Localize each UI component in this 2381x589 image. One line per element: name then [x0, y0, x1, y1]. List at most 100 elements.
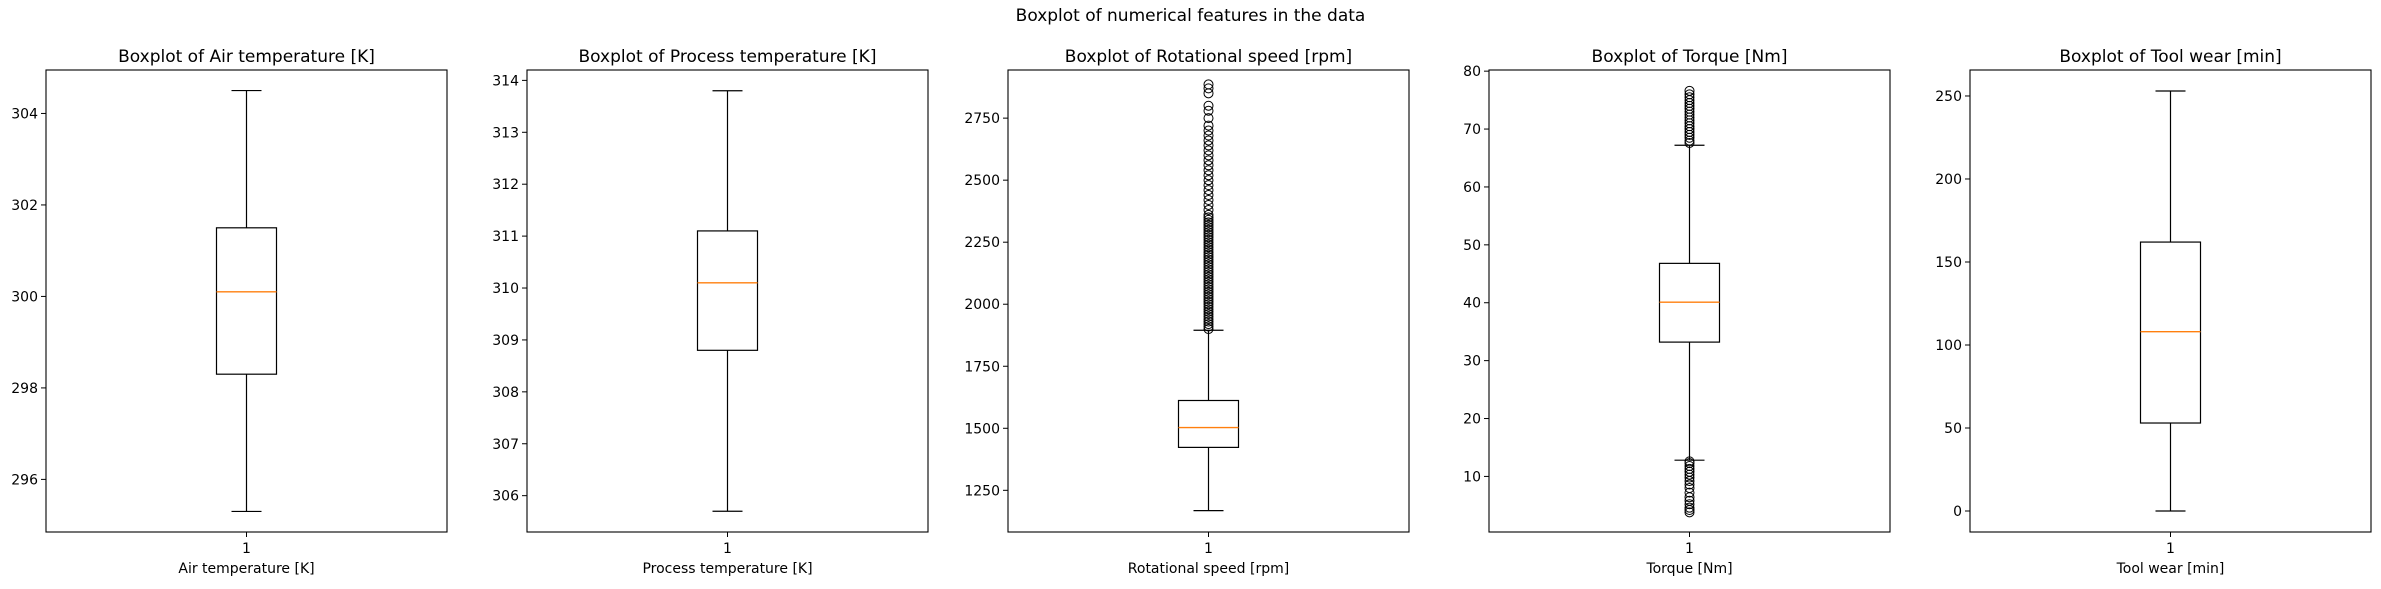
- y-tick-label: 50: [1463, 238, 1481, 254]
- y-tick-label: 296: [11, 472, 38, 488]
- outlier-point: [1684, 461, 1695, 471]
- axes-frame: [526, 69, 929, 533]
- outlier-point: [1203, 281, 1214, 292]
- outlier-point: [1203, 276, 1214, 287]
- outlier-point: [1203, 113, 1214, 124]
- outlier-point: [1203, 232, 1214, 243]
- outlier-point: [1203, 279, 1214, 290]
- outlier-point: [1684, 487, 1695, 498]
- y-tick-label: 150: [1935, 255, 1962, 271]
- outlier-point: [1203, 309, 1214, 320]
- outlier-point: [1203, 264, 1214, 275]
- outlier-point: [1203, 286, 1214, 297]
- outlier-point: [1684, 502, 1695, 513]
- outlier-point: [1203, 247, 1214, 258]
- outlier-point: [1203, 289, 1214, 300]
- outlier-point: [1684, 495, 1695, 506]
- subplot-title: Boxplot of Process temperature [K]: [579, 47, 877, 67]
- y-tick-label: 313: [492, 125, 519, 141]
- outlier-point: [1684, 507, 1695, 518]
- y-tick-label: 2750: [964, 111, 1000, 127]
- outlier-point: [1684, 92, 1695, 103]
- x-axis-label: Air temperature [K]: [178, 561, 314, 577]
- outlier-point: [1203, 100, 1214, 111]
- outlier-point: [1203, 237, 1214, 248]
- outlier-point: [1203, 165, 1214, 176]
- y-tick-label: 250: [1935, 89, 1962, 105]
- outlier-point: [1203, 224, 1214, 235]
- y-tick-label: 60: [1463, 180, 1481, 196]
- y-tick-label: 80: [1463, 64, 1481, 80]
- outlier-point: [1203, 199, 1214, 210]
- outlier-point: [1203, 150, 1214, 161]
- subplot-title: Boxplot of Rotational speed [rpm]: [1065, 47, 1352, 67]
- outlier-point: [1203, 175, 1214, 186]
- x-tick-label: 1: [242, 541, 251, 557]
- y-tick-label: 312: [492, 177, 519, 193]
- y-tick-label: 309: [492, 333, 519, 349]
- outlier-point: [1203, 79, 1214, 90]
- outlier-point: [1684, 483, 1695, 493]
- outlier-point: [1684, 479, 1695, 490]
- outlier-point: [1203, 140, 1214, 151]
- outlier-point: [1203, 316, 1214, 327]
- outlier-point: [1203, 180, 1214, 191]
- outlier-point: [1203, 217, 1214, 228]
- subplot-2: Boxplot of Process temperature [K] 306 307…: [492, 47, 929, 577]
- y-tick-label: 2250: [964, 235, 1000, 251]
- x-axis-label: Torque [Nm]: [1645, 561, 1732, 577]
- y-tick-label: 10: [1463, 469, 1481, 485]
- outlier-point: [1203, 314, 1214, 325]
- outlier-point: [1203, 185, 1214, 196]
- outlier-point: [1203, 227, 1214, 238]
- outlier-point: [1684, 499, 1695, 510]
- outlier-point: [1203, 105, 1214, 116]
- x-tick-label: 1: [2166, 541, 2175, 557]
- outlier-point: [1203, 170, 1214, 181]
- outlier-point: [1203, 130, 1214, 141]
- y-tick-label: 40: [1463, 296, 1481, 312]
- outlier-point: [1203, 321, 1214, 332]
- outlier-point: [1203, 145, 1214, 156]
- axes-frame: [1969, 69, 2372, 533]
- outlier-point: [1684, 456, 1695, 467]
- y-tick-label: 1250: [964, 483, 1000, 499]
- outlier-point: [1203, 301, 1214, 312]
- outlier-point: [1203, 254, 1214, 265]
- axes-frame: [1007, 69, 1410, 533]
- outlier-point: [1203, 266, 1214, 277]
- outlier-point: [1203, 239, 1214, 250]
- outlier-point: [1203, 311, 1214, 322]
- x-axis-label: Rotational speed [rpm]: [1128, 561, 1289, 577]
- outlier-point: [1203, 306, 1214, 317]
- axes-frame: [45, 69, 448, 533]
- figure-suptitle: Boxplot of numerical features in the dat…: [1015, 6, 1366, 26]
- outlier-point: [1203, 262, 1214, 273]
- outlier-point: [1203, 296, 1214, 307]
- y-tick-label: 310: [492, 281, 519, 297]
- outlier-point: [1203, 229, 1214, 240]
- x-tick-label: 1: [723, 541, 732, 557]
- outlier-point: [1203, 125, 1214, 136]
- iqr-box: [696, 230, 759, 351]
- y-tick-label: 302: [11, 198, 38, 214]
- outlier-point: [1203, 219, 1214, 230]
- outlier-point: [1203, 294, 1214, 305]
- y-tick-label: 2000: [964, 297, 1000, 313]
- outlier-point: [1684, 85, 1695, 96]
- outlier-point: [1203, 259, 1214, 270]
- axes-frame: [1488, 69, 1891, 533]
- outlier-point: [1203, 291, 1214, 302]
- outlier-point: [1203, 274, 1214, 285]
- y-tick-label: 307: [492, 437, 519, 453]
- subplot-5: Boxplot of Tool wear [min] 0 50 100 150 200 25…: [1935, 47, 2372, 577]
- y-tick-label: 1750: [964, 359, 1000, 375]
- outlier-point: [1684, 89, 1695, 100]
- x-tick-label: 1: [1685, 541, 1694, 557]
- iqr-box: [1177, 399, 1240, 448]
- y-tick-label: 2500: [964, 173, 1000, 189]
- outlier-point: [1203, 252, 1214, 263]
- outlier-point: [1203, 299, 1214, 310]
- y-tick-label: 300: [11, 289, 38, 305]
